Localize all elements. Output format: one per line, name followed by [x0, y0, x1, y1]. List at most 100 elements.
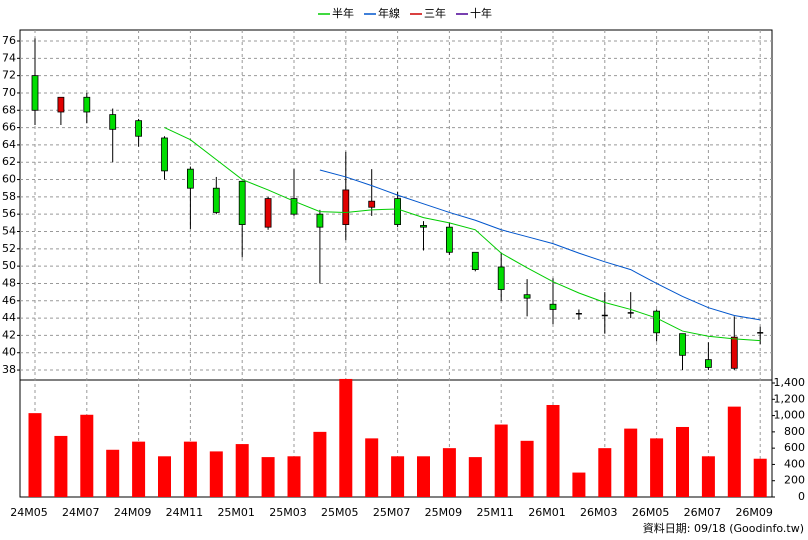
volume-bar	[546, 404, 560, 497]
y-tick-label: 44	[2, 311, 16, 324]
volume-bar	[235, 444, 249, 497]
candle-body	[679, 333, 686, 356]
volume-bar	[183, 441, 197, 497]
y-tick-label: 48	[2, 276, 16, 289]
candle-body	[57, 96, 65, 113]
volume-bar	[572, 472, 586, 497]
candle-body	[212, 187, 220, 213]
volume-bar	[417, 456, 430, 497]
candle-body	[186, 168, 194, 189]
candle-body	[523, 294, 531, 299]
legend-label: 年線	[378, 6, 400, 20]
x-tick-label: 25M09	[425, 506, 463, 519]
volume-bar	[701, 456, 715, 497]
y-tick-label: 42	[2, 328, 16, 341]
legend-label: 半年	[332, 6, 354, 20]
x-tick-label: 26M03	[580, 506, 618, 519]
y-tick-label: 54	[2, 224, 16, 237]
volume-bar	[54, 435, 68, 497]
volume-bar	[624, 428, 638, 497]
x-tick-label: 24M07	[62, 506, 100, 519]
candle-body	[109, 114, 117, 130]
candle-body	[342, 189, 350, 225]
x-tick-label: 25M11	[476, 506, 514, 519]
candle-body	[497, 266, 505, 290]
y-tick-label: 56	[2, 207, 16, 220]
legend-label: 三年	[424, 6, 446, 20]
volume-bar	[494, 424, 508, 497]
volume-bar	[209, 451, 223, 497]
candle-body	[135, 120, 143, 137]
ma-line	[164, 127, 761, 342]
x-tick-label: 26M07	[684, 506, 722, 519]
candle-body	[445, 226, 453, 253]
candle-body	[368, 200, 376, 208]
y-tick-label: 66	[2, 121, 16, 134]
candle-body	[653, 310, 660, 334]
y-tick-label: 200	[784, 474, 805, 487]
y-tick-label: 600	[784, 441, 805, 454]
y-tick-label: 52	[2, 242, 16, 255]
candle-body	[290, 198, 298, 215]
y-tick-label: 1,200	[774, 392, 806, 405]
x-tick-label: 26M01	[528, 506, 566, 519]
volume-bar	[442, 448, 456, 497]
volume-bar	[80, 414, 94, 497]
candle-body	[238, 180, 246, 225]
volume-bar	[650, 438, 664, 497]
candle-body	[31, 75, 39, 111]
legend-label: 十年	[470, 6, 492, 20]
x-tick-label: 26M09	[735, 506, 773, 519]
candle-body	[161, 137, 168, 172]
y-tick-label: 72	[2, 69, 16, 82]
volume-bar	[520, 440, 534, 497]
data-date-note: 資料日期: 09/18 (Goodinfo.tw)	[643, 521, 804, 535]
candle-body	[83, 96, 91, 113]
y-tick-label: 38	[2, 363, 16, 376]
x-tick-label: 25M01	[217, 506, 255, 519]
candle-body	[730, 336, 738, 369]
candle-body	[549, 303, 557, 310]
candle-body	[316, 213, 324, 228]
y-tick-label: 60	[2, 173, 16, 186]
y-tick-label: 76	[2, 34, 16, 47]
ma-line	[319, 169, 761, 321]
volume-bar	[261, 457, 275, 497]
y-tick-label: 70	[2, 86, 16, 99]
y-tick-label: 50	[2, 259, 16, 272]
volume-bar	[132, 441, 146, 497]
volume-bar	[391, 456, 405, 497]
candle-body	[471, 251, 479, 270]
y-tick-label: 64	[2, 138, 16, 151]
x-tick-label: 25M03	[269, 506, 307, 519]
y-tick-label: 62	[2, 155, 16, 168]
volume-bar	[158, 456, 171, 497]
y-tick-label: 1,000	[774, 409, 806, 422]
volume-bar	[676, 426, 689, 497]
candle-body	[420, 225, 427, 228]
volume-bar	[598, 448, 612, 497]
volume-bar	[106, 449, 120, 497]
y-tick-label: 1,400	[774, 376, 806, 389]
x-tick-label: 24M09	[114, 506, 152, 519]
volume-bar	[365, 438, 379, 497]
volume-bar	[468, 457, 482, 497]
y-tick-label: 40	[2, 346, 16, 359]
y-tick-label: 400	[784, 457, 805, 470]
y-tick-label: 46	[2, 294, 16, 307]
volume-bar	[753, 458, 767, 497]
x-tick-label: 25M07	[373, 506, 411, 519]
volume-bar	[28, 413, 42, 497]
x-tick-label: 24M11	[166, 506, 204, 519]
x-tick-label: 24M05	[10, 506, 48, 519]
y-tick-label: 800	[784, 425, 805, 438]
volume-bar	[727, 406, 741, 497]
volume-bar	[313, 431, 327, 497]
x-tick-label: 26M05	[632, 506, 670, 519]
y-tick-label: 68	[2, 103, 16, 116]
x-tick-label: 25M05	[321, 506, 359, 519]
volume-bar	[287, 456, 301, 497]
candle-body	[264, 198, 272, 228]
y-tick-label: 0	[798, 490, 805, 503]
